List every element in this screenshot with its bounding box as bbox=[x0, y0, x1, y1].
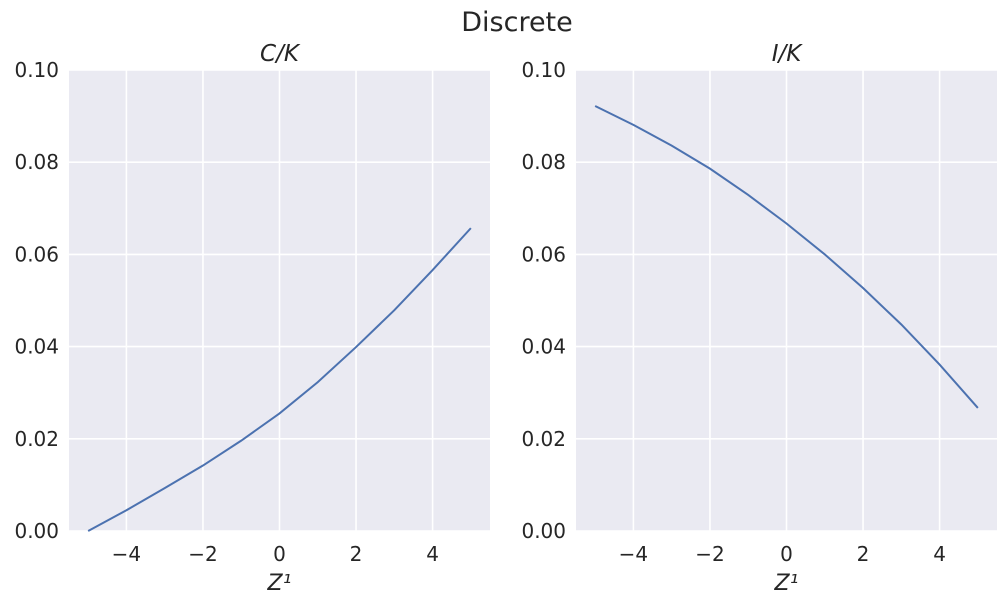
panel-title: C/K bbox=[260, 41, 301, 67]
y-tick-label: 0.08 bbox=[14, 150, 59, 174]
x-axis-label: Z¹ bbox=[774, 571, 799, 596]
x-tick-label: −2 bbox=[188, 542, 217, 566]
y-tick-label: 0.02 bbox=[14, 427, 59, 451]
y-tick-label: 0.10 bbox=[14, 58, 59, 82]
y-tick-label: 0.10 bbox=[521, 58, 566, 82]
y-tick-label: 0.04 bbox=[521, 335, 566, 359]
y-tick-label: 0.00 bbox=[14, 519, 59, 543]
x-tick-label: −4 bbox=[112, 542, 141, 566]
x-tick-label: −2 bbox=[695, 542, 724, 566]
y-tick-label: 0.00 bbox=[521, 519, 566, 543]
y-tick-label: 0.08 bbox=[521, 150, 566, 174]
x-tick-label: 0 bbox=[273, 542, 286, 566]
y-tick-label: 0.04 bbox=[14, 335, 59, 359]
x-tick-label: 2 bbox=[350, 542, 363, 566]
panel-2: −4 −2 0 2 4 0.00 0.02 0.04 0.06 0.08 0.10 I/K Z¹ bbox=[521, 41, 997, 596]
x-axis-label: Z¹ bbox=[267, 571, 292, 596]
x-tick-label: 4 bbox=[933, 542, 946, 566]
panel-1: −4 −2 0 2 4 0.00 0.02 0.04 0.06 0.08 0.10 C/K Z¹ bbox=[14, 41, 490, 596]
series-line bbox=[594, 105, 979, 409]
x-tick-label: 4 bbox=[426, 542, 439, 566]
x-tick-label: 0 bbox=[780, 542, 793, 566]
x-tick-label: −4 bbox=[619, 542, 648, 566]
series-line bbox=[87, 227, 472, 532]
panel-title: I/K bbox=[772, 41, 804, 67]
y-tick-label: 0.06 bbox=[14, 242, 59, 266]
figure-suptitle: Discrete bbox=[461, 7, 573, 38]
y-tick-label: 0.02 bbox=[521, 427, 566, 451]
x-tick-label: 2 bbox=[857, 542, 870, 566]
y-tick-label: 0.06 bbox=[521, 242, 566, 266]
